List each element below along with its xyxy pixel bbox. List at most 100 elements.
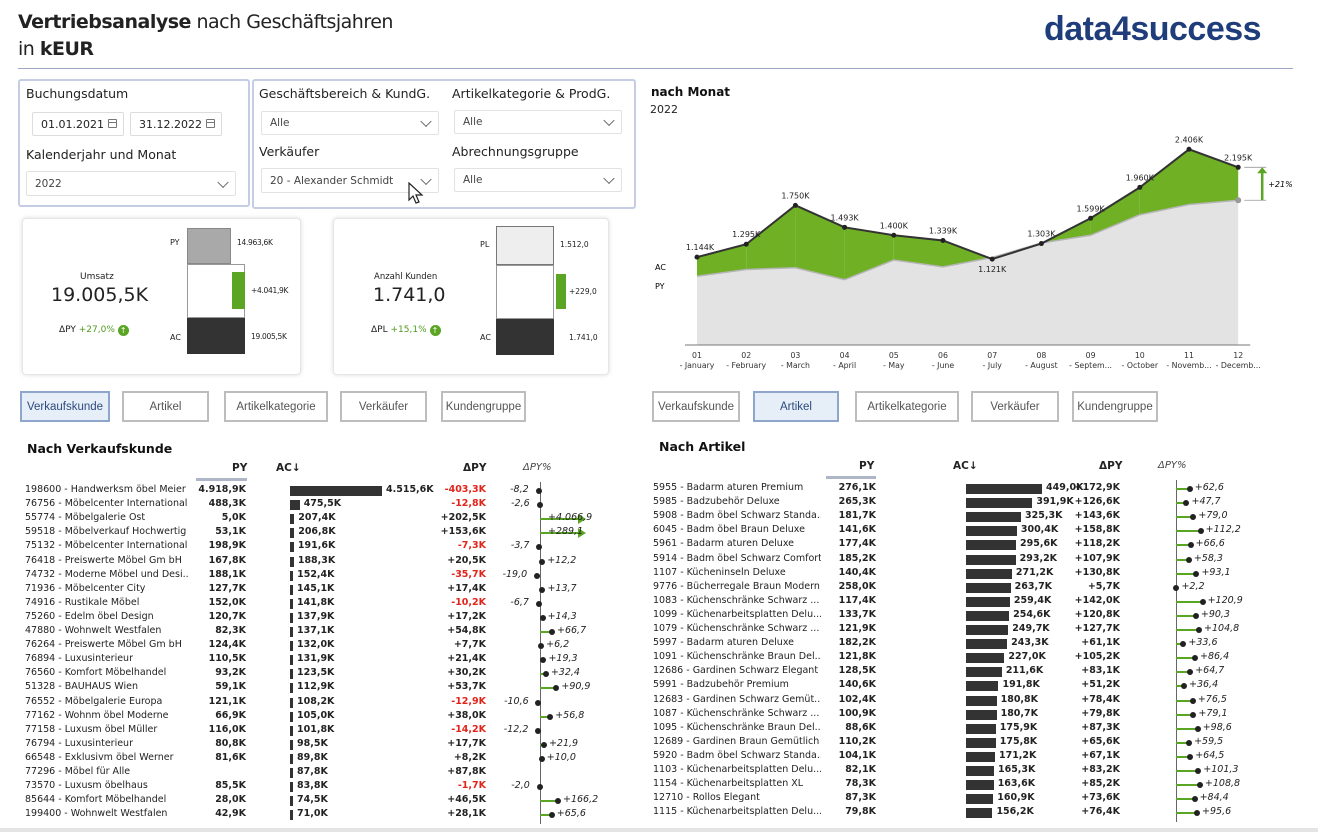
table-row[interactable]: 1091 - Küchenschränke Braun Del... 121,8K… bbox=[0, 651, 1318, 665]
series-label-ac: AC bbox=[655, 263, 666, 272]
table-row[interactable]: 51328 - BAUHAUS Wien 59,1K 112,9K +53,7K +90… bbox=[0, 681, 1318, 695]
table-row[interactable]: 71936 - Möbelcenter City 127,7K 145,1K +17,… bbox=[0, 583, 1318, 597]
abrechnungsgruppe-dropdown[interactable]: Alle bbox=[454, 168, 622, 192]
row-ac-bar bbox=[290, 598, 293, 609]
date-to-input[interactable]: 31.12.2022 bbox=[130, 112, 222, 136]
date-from-input[interactable]: 01.01.2021 bbox=[32, 112, 124, 136]
calendar-icon[interactable] bbox=[108, 119, 117, 128]
ac-point bbox=[1137, 184, 1143, 190]
table-row[interactable]: 1079 - Küchenschränke Schwarz ... 121,9K 2… bbox=[0, 623, 1318, 637]
table-row[interactable]: 77158 - Luxusm öbel Müller 116,0K 101,8K -1… bbox=[0, 724, 1318, 738]
view-button-buttons_left-1[interactable]: Artikel bbox=[122, 391, 209, 422]
row-py: 59,1K bbox=[215, 681, 246, 693]
table-row[interactable]: 5961 - Badarm aturen Deluxe 177,4K 295,6K +… bbox=[0, 538, 1318, 552]
table-row[interactable]: 76560 - Komfort Möbelhandel 93,2K 123,5K +3… bbox=[0, 667, 1318, 681]
view-button-buttons_left-0[interactable]: Verkaufskunde bbox=[20, 391, 110, 422]
table-row[interactable]: 5991 - Badzubehör Premium 140,6K 191,8K +51… bbox=[0, 679, 1318, 693]
view-button-buttons_right-2[interactable]: Artikelkategorie bbox=[855, 391, 959, 422]
table-row[interactable]: 199400 - Wohnwelt Westfalen 42,9K 71,0K +28… bbox=[0, 808, 1318, 822]
row-pct-pin bbox=[1176, 699, 1193, 702]
table-row[interactable]: 74916 - Rustikale Möbel 152,0K 141,8K -10,2… bbox=[0, 597, 1318, 611]
row-label: 85644 - Komfort Möbelhandel bbox=[25, 794, 167, 806]
view-button-buttons_left-4[interactable]: Kundengruppe bbox=[441, 391, 526, 422]
view-button-buttons_left-2[interactable]: Artikelkategorie bbox=[224, 391, 328, 422]
table-row[interactable]: 12710 - Rollos Elegant 87,3K 160,9K +73,6K +… bbox=[0, 792, 1318, 806]
table-row[interactable]: 1095 - Küchenschränke Braun Del... 88,6K 1… bbox=[0, 722, 1318, 736]
row-ac-bar bbox=[290, 486, 382, 496]
table-row[interactable]: 76794 - Luxusinterieur 80,8K 98,5K +17,7K +2… bbox=[0, 738, 1318, 752]
row-ac: 137,9K bbox=[297, 610, 335, 622]
view-button-buttons_right-4[interactable]: Kundengruppe bbox=[1072, 391, 1158, 422]
table-row[interactable]: 76552 - Möbelgalerie Europa 121,1K 108,2K -… bbox=[0, 696, 1318, 710]
table-row[interactable]: 12683 - Gardinen Schwarz Gemüt... 102,4K 1… bbox=[0, 694, 1318, 708]
row-pct-pin bbox=[540, 631, 552, 633]
table-row[interactable]: 6045 - Badm öbel Braun Deluxe 141,6K 300,4… bbox=[0, 524, 1318, 538]
row-ac: 175,9K bbox=[999, 721, 1038, 733]
table-row[interactable]: 55774 - Möbelgalerie Ost 5,0K 207,4K +202,5… bbox=[0, 512, 1318, 526]
kalender-dropdown[interactable]: 2022 bbox=[26, 171, 236, 196]
table-row[interactable]: 5914 - Badm öbel Schwarz Comfort 185,2K 29… bbox=[0, 553, 1318, 567]
table-row[interactable]: 76264 - Preiswerte Möbel Gm bH 124,4K 132,… bbox=[0, 639, 1318, 653]
row-dpy: +153,6K bbox=[440, 526, 486, 538]
table-row[interactable]: 1107 - Kücheninseln Deluxe 140,4K 271,2K +1… bbox=[0, 567, 1318, 581]
table-row[interactable]: 1099 - Küchenarbeitsplatten Delu... 133,7… bbox=[0, 609, 1318, 623]
table-row[interactable]: 5908 - Badm öbel Schwarz Standa... 181,7K… bbox=[0, 510, 1318, 524]
row-label: 9776 - Bücherregale Braun Modern bbox=[653, 580, 820, 592]
table-row[interactable]: 12689 - Gardinen Braun Gemütlich 110,2K 17… bbox=[0, 736, 1318, 750]
row-py: 121,1K bbox=[208, 695, 246, 707]
table-row[interactable]: 1087 - Küchenschränke Schwarz ... 100,9K 1… bbox=[0, 708, 1318, 722]
table-row[interactable]: 1083 - Küchenschränke Schwarz ... 117,4K 2… bbox=[0, 595, 1318, 609]
row-pct-label: +289,1 bbox=[548, 526, 584, 538]
table-row[interactable]: 75260 - Edelm öbel Design 120,7K 137,9K +17… bbox=[0, 611, 1318, 625]
table-row[interactable]: 77162 - Wohnm öbel Moderne 66,9K 105,0K +38… bbox=[0, 710, 1318, 724]
table-row[interactable]: 76756 - Möbelcenter International 488,3K 4… bbox=[0, 498, 1318, 512]
view-button-buttons_left-3[interactable]: Verkäufer bbox=[340, 391, 427, 422]
table-row[interactable]: 5997 - Badarm aturen Deluxe 182,2K 243,3K +… bbox=[0, 637, 1318, 651]
date-to-value: 31.12.2022 bbox=[139, 117, 202, 131]
table-row[interactable]: 74732 - Moderne Möbel und Desi... 188,1K 1… bbox=[0, 569, 1318, 583]
table-row[interactable]: 1115 - Küchenarbeitsplatten Delu... 79,8K… bbox=[0, 806, 1318, 820]
geschaeftsbereich-dropdown[interactable]: Alle bbox=[261, 111, 439, 135]
table-row[interactable]: 76894 - Luxusinterieur 110,5K 131,9K +21,4K… bbox=[0, 653, 1318, 667]
row-pct-dot bbox=[540, 741, 547, 748]
row-ac-bar bbox=[966, 582, 1011, 593]
table-row[interactable]: 5985 - Badzubehör Deluxe 265,3K 391,9K +126… bbox=[0, 496, 1318, 510]
table-row[interactable]: 76418 - Preiswerte Möbel Gm bH 167,8K 188,… bbox=[0, 555, 1318, 569]
table-row[interactable]: 75132 - Möbelcenter International 198,9K 1… bbox=[0, 540, 1318, 554]
row-py: 80,8K bbox=[215, 737, 246, 749]
table-row[interactable]: 5955 - Badarm aturen Premium 276,1K 449,0K… bbox=[0, 482, 1318, 496]
table-row[interactable]: 47880 - Wohnwelt Westfalen 82,3K 137,1K +54… bbox=[0, 625, 1318, 639]
table-row[interactable]: 1154 - Küchenarbeitsplatten XL 78,3K 163,6… bbox=[0, 778, 1318, 792]
row-py: 488,3K bbox=[208, 498, 246, 510]
table-row[interactable]: 85644 - Komfort Möbelhandel 28,0K 74,5K +46… bbox=[0, 794, 1318, 808]
row-dpy: +105,2K bbox=[1074, 651, 1120, 663]
row-ac-bar bbox=[290, 725, 293, 736]
table-row[interactable]: 12686 - Gardinen Schwarz Elegant 128,5K 21… bbox=[0, 665, 1318, 679]
table-row[interactable]: 5920 - Badm öbel Schwarz Standa... 104,1K… bbox=[0, 750, 1318, 764]
view-button-buttons_right-0[interactable]: Verkaufskunde bbox=[652, 391, 740, 422]
view-button-buttons_right-1[interactable]: Artikel bbox=[753, 391, 839, 422]
table-row[interactable]: 77296 - Möbel für Alle 87,8K +87,8K bbox=[0, 766, 1318, 780]
row-ac: 131,9K bbox=[297, 653, 335, 665]
table-row[interactable]: 73570 - Luxusm öbelhaus 85,5K 83,8K -1,7K -2… bbox=[0, 780, 1318, 794]
view-button-buttons_right-3[interactable]: Verkäufer bbox=[971, 391, 1059, 422]
row-pct-label: +64,7 bbox=[1195, 665, 1225, 677]
row-dpy: +54,8K bbox=[447, 625, 486, 636]
row-pct-dot bbox=[549, 629, 555, 635]
table-row[interactable]: 66548 - Exklusivm öbel Werner 81,6K 89,8K +… bbox=[0, 752, 1318, 766]
table-row[interactable]: 198600 - Handwerksm öbel Meier 4.918,9K 4.… bbox=[0, 484, 1318, 498]
row-py: 182,2K bbox=[838, 637, 876, 649]
row-py: 265,3K bbox=[838, 496, 876, 508]
artikelkategorie-dropdown[interactable]: Alle bbox=[454, 110, 622, 134]
calendar-icon[interactable] bbox=[206, 119, 215, 128]
row-ac-bar bbox=[966, 610, 1010, 621]
table-row[interactable]: 59518 - Möbelverkauf Hochwertig 53,1K 206,… bbox=[0, 526, 1318, 540]
table-row[interactable]: 9776 - Bücherregale Braun Modern 258,0K 26… bbox=[0, 581, 1318, 595]
row-dpy: +51,2K bbox=[1081, 679, 1120, 691]
kpi-kunden-delta-bar bbox=[556, 274, 566, 309]
row-ac-bar bbox=[290, 782, 293, 793]
row-pct-dot bbox=[1185, 556, 1192, 563]
row-pct-dot bbox=[535, 699, 542, 706]
bottom-scrollbar[interactable] bbox=[0, 828, 1318, 832]
table-row[interactable]: 1103 - Küchenarbeitsplatten Delu... 82,1K… bbox=[0, 764, 1318, 778]
